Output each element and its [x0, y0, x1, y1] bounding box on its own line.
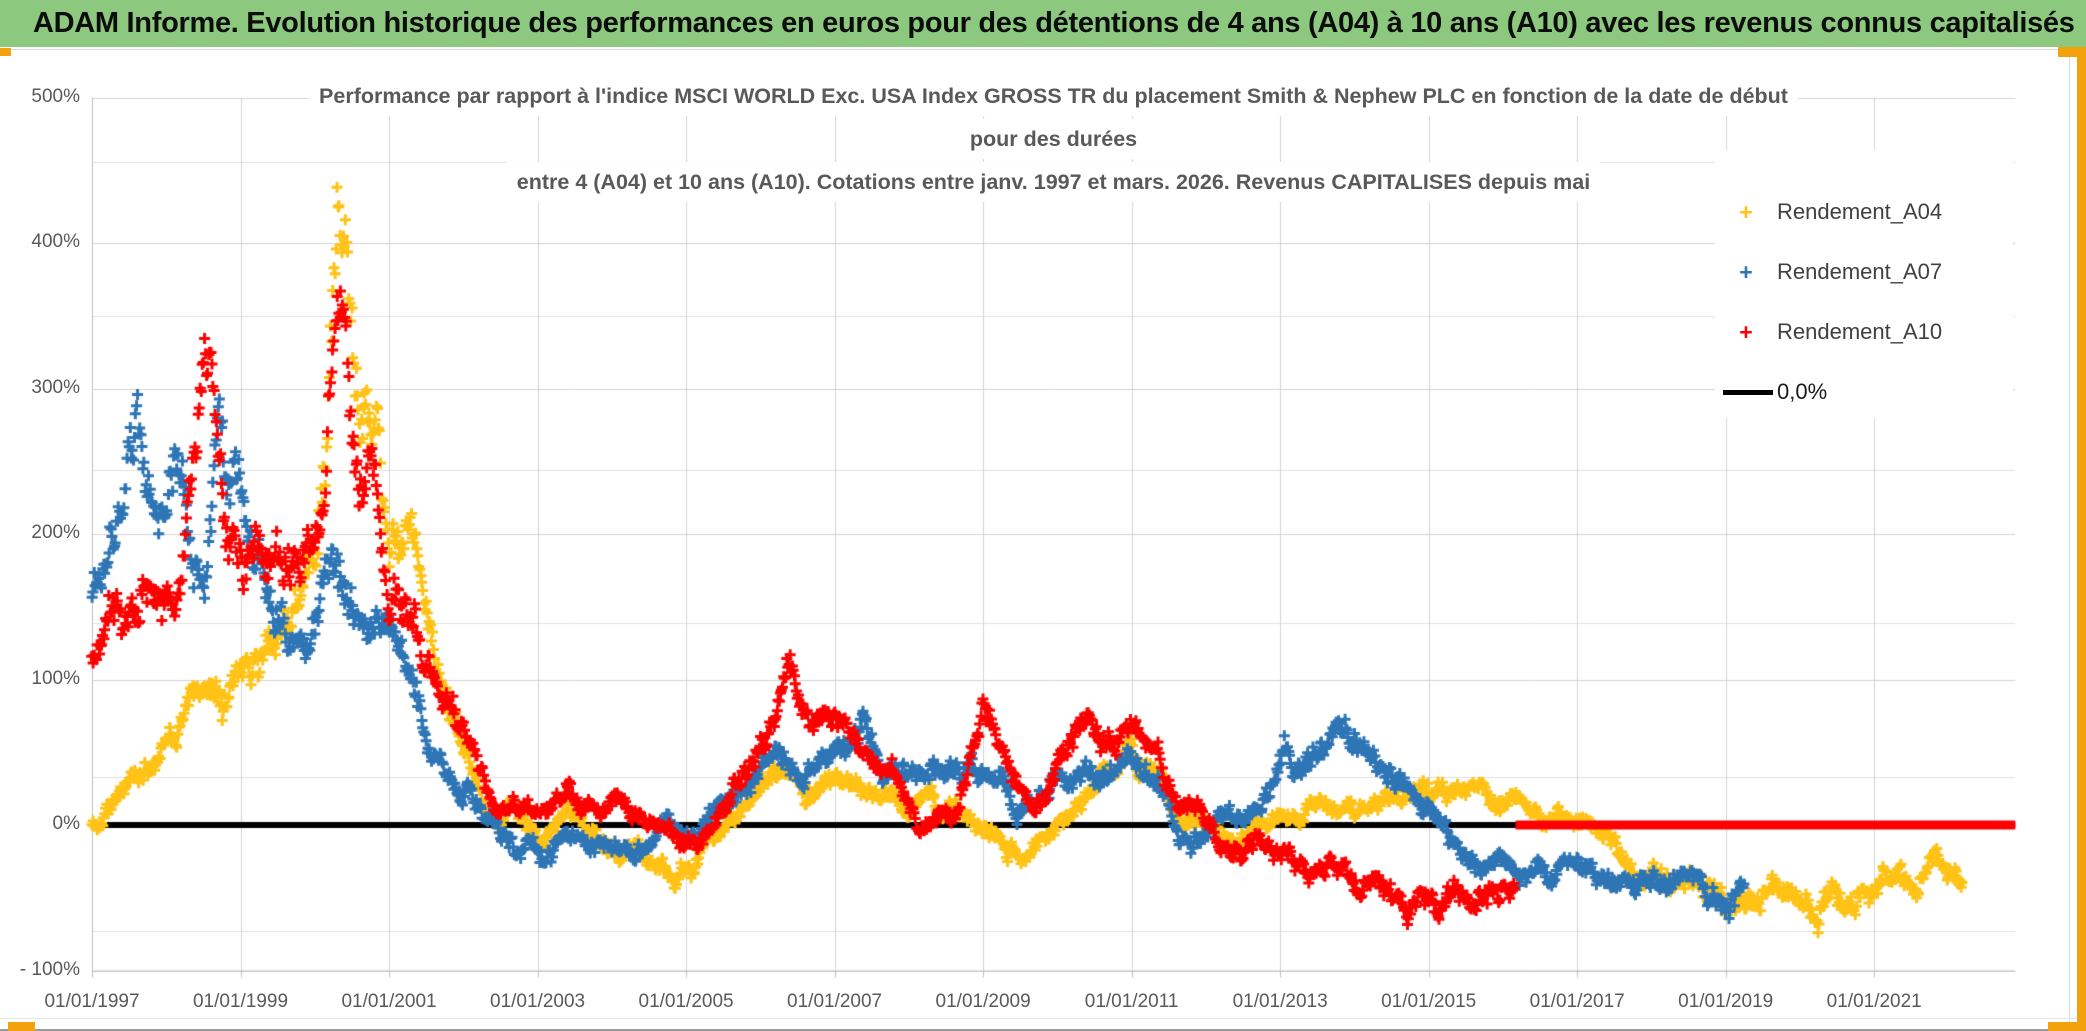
header-bar: ADAM Informe. Evolution historique des p…: [0, 0, 2086, 47]
chart-title: Performance par rapport à l'indice MSCI …: [92, 76, 2015, 205]
y-tick-label: 0%: [52, 813, 80, 834]
y-tick-label: 400%: [31, 231, 80, 252]
legend-line-swatch-icon: [1723, 389, 1773, 395]
chart-title-line-1: Performance par rapport à l'indice MSCI …: [309, 76, 1798, 116]
selection-border-right[interactable]: [2077, 47, 2086, 1031]
x-tick-label: 01/01/2009: [935, 991, 1031, 1012]
x-tick-label: 01/01/2021: [1826, 991, 1922, 1012]
y-tick-label: - 100%: [19, 958, 80, 980]
legend-label: Rendement_A07: [1777, 259, 1943, 284]
bottom-lower-divider: [0, 1029, 2086, 1031]
chart-title-line-3: entre 4 (A04) et 10 ans (A10). Cotations…: [506, 162, 1601, 202]
x-tick-label: 01/01/2019: [1678, 991, 1774, 1012]
legend-item-rendement-a04[interactable]: + Rendement_A04: [1715, 195, 2013, 229]
y-tick-label: 500%: [31, 85, 80, 107]
x-tick-label: 01/01/1999: [192, 991, 289, 1012]
legend-label: Rendement_A04: [1777, 199, 1943, 224]
legend-plus-marker-icon: +: [1739, 258, 1753, 285]
bottom-upper-divider: [0, 1018, 2086, 1019]
legend-plus-marker-icon: +: [1739, 198, 1753, 225]
divider-under-header: [0, 49, 2086, 50]
x-tick-label: 01/01/2001: [341, 991, 437, 1012]
x-tick-label: 01/01/1997: [44, 991, 140, 1012]
x-tick-label: 01/01/2011: [1084, 991, 1179, 1012]
x-tick-label: 01/01/2005: [638, 991, 734, 1012]
selection-handle-bottom-right[interactable]: [2048, 1022, 2077, 1031]
chart-title-line-2: pour des durées: [959, 119, 1148, 159]
x-tick-label: 01/01/2003: [490, 991, 586, 1012]
legend-label: 0,0%: [1777, 379, 1828, 404]
selection-handle-bottom-left[interactable]: [8, 1022, 35, 1031]
legend-label: Rendement_A10: [1777, 319, 1943, 344]
legend-item-0-0-[interactable]: 0,0%: [1715, 375, 2013, 409]
right-edge-divider: [2069, 50, 2070, 1030]
x-tick-label: 01/01/2015: [1381, 991, 1477, 1012]
x-tick-label: 01/01/2013: [1232, 991, 1328, 1012]
x-tick-label: 01/01/2017: [1529, 991, 1625, 1012]
y-tick-label: 100%: [31, 667, 80, 689]
legend-plus-marker-icon: +: [1739, 318, 1753, 345]
legend-item-rendement-a07[interactable]: + Rendement_A07: [1715, 255, 2013, 289]
header-title: ADAM Informe. Evolution historique des p…: [33, 7, 2075, 39]
selection-handle-top-right[interactable]: [2058, 47, 2086, 57]
selection-handle-top-left[interactable]: [0, 48, 11, 56]
legend-item-rendement-a10[interactable]: + Rendement_A10: [1715, 315, 2013, 349]
x-tick-label: 01/01/2007: [787, 991, 883, 1012]
y-tick-label: 200%: [31, 522, 80, 543]
legend: + Rendement_A04 + Rendement_A07 + Rendement_A…: [1715, 150, 2013, 418]
y-tick-label: 300%: [31, 376, 80, 398]
